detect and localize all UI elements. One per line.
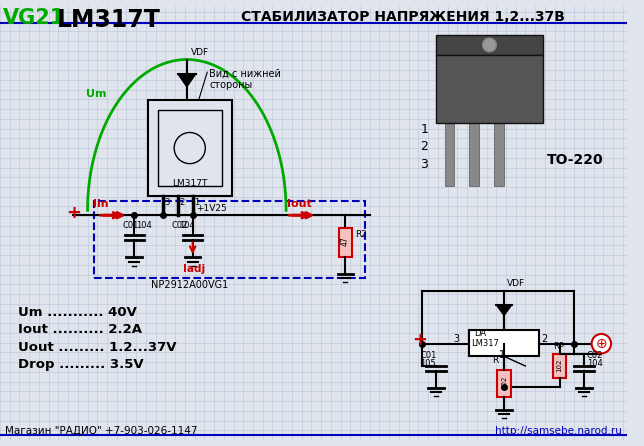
- Text: Um: Um: [86, 89, 106, 99]
- Bar: [436, 35, 543, 55]
- Bar: [158, 110, 222, 186]
- Bar: [497, 370, 511, 397]
- Bar: [436, 55, 543, 123]
- Text: R: R: [493, 356, 498, 365]
- Text: VDF: VDF: [191, 48, 209, 57]
- Circle shape: [592, 334, 611, 353]
- Bar: [445, 123, 455, 186]
- Text: Iout: Iout: [287, 199, 312, 210]
- Text: Iout .......... 2.2A: Iout .......... 2.2A: [17, 323, 142, 336]
- Text: Вид с нижней
стороны: Вид с нижней стороны: [209, 68, 281, 90]
- Text: 102: 102: [556, 359, 562, 372]
- Text: Uout ......... 1.2...37V: Uout ......... 1.2...37V: [17, 341, 176, 354]
- Text: 2: 2: [179, 198, 184, 206]
- Text: TO-220: TO-220: [547, 153, 603, 167]
- Text: C01: C01: [421, 351, 437, 360]
- Text: RP: RP: [553, 343, 564, 351]
- Bar: [495, 123, 504, 186]
- Bar: [95, 201, 365, 278]
- Circle shape: [482, 38, 497, 52]
- Text: C01: C01: [122, 221, 139, 230]
- Bar: [469, 123, 478, 186]
- Bar: [469, 330, 539, 356]
- Text: 104: 104: [179, 221, 194, 230]
- Text: Магазин "РАДИО" +7-903-026-1147: Магазин "РАДИО" +7-903-026-1147: [5, 426, 197, 436]
- Text: +: +: [66, 204, 81, 222]
- Text: 104: 104: [587, 359, 603, 368]
- Text: VDF: VDF: [507, 279, 525, 288]
- Text: 3: 3: [164, 198, 170, 206]
- Text: NP2912A00VG1: NP2912A00VG1: [151, 280, 229, 290]
- Text: Drop ......... 3.5V: Drop ......... 3.5V: [17, 358, 143, 371]
- Text: http://samsebe.narod.ru: http://samsebe.narod.ru: [495, 426, 622, 436]
- Text: LM317T: LM317T: [172, 179, 207, 188]
- Text: 47: 47: [341, 237, 350, 246]
- Text: 1: 1: [194, 198, 199, 206]
- Text: +1V25: +1V25: [196, 204, 227, 213]
- Text: Iin: Iin: [93, 199, 109, 210]
- Text: LM317: LM317: [471, 339, 499, 347]
- Text: 102: 102: [501, 376, 507, 389]
- Text: DA: DA: [474, 329, 486, 338]
- Text: VG21: VG21: [3, 8, 65, 28]
- Text: 3: 3: [453, 334, 459, 344]
- Text: LM317T: LM317T: [57, 8, 160, 32]
- Text: 1: 1: [421, 123, 428, 136]
- Text: 2: 2: [541, 334, 547, 344]
- Circle shape: [174, 132, 205, 164]
- Polygon shape: [497, 305, 512, 315]
- Bar: [339, 228, 352, 257]
- Text: R2: R2: [355, 230, 367, 239]
- Text: 1: 1: [499, 350, 505, 360]
- Text: Um ........... 40V: Um ........... 40V: [17, 306, 137, 319]
- Text: 104: 104: [137, 221, 152, 230]
- Bar: [148, 100, 232, 196]
- Text: C02: C02: [171, 221, 187, 230]
- Text: Iadj: Iadj: [183, 264, 205, 274]
- Text: 3: 3: [421, 157, 428, 170]
- Text: СТАБИЛИЗАТОР НАПРЯЖЕНИЯ 1,2...37В: СТАБИЛИЗАТОР НАПРЯЖЕНИЯ 1,2...37В: [242, 10, 565, 24]
- Text: ⊕: ⊕: [596, 337, 607, 351]
- Text: 2: 2: [421, 140, 428, 153]
- Bar: [553, 355, 566, 378]
- Polygon shape: [178, 74, 196, 87]
- Text: +: +: [413, 331, 428, 349]
- Text: C02: C02: [587, 351, 603, 360]
- Text: 105: 105: [421, 359, 436, 368]
